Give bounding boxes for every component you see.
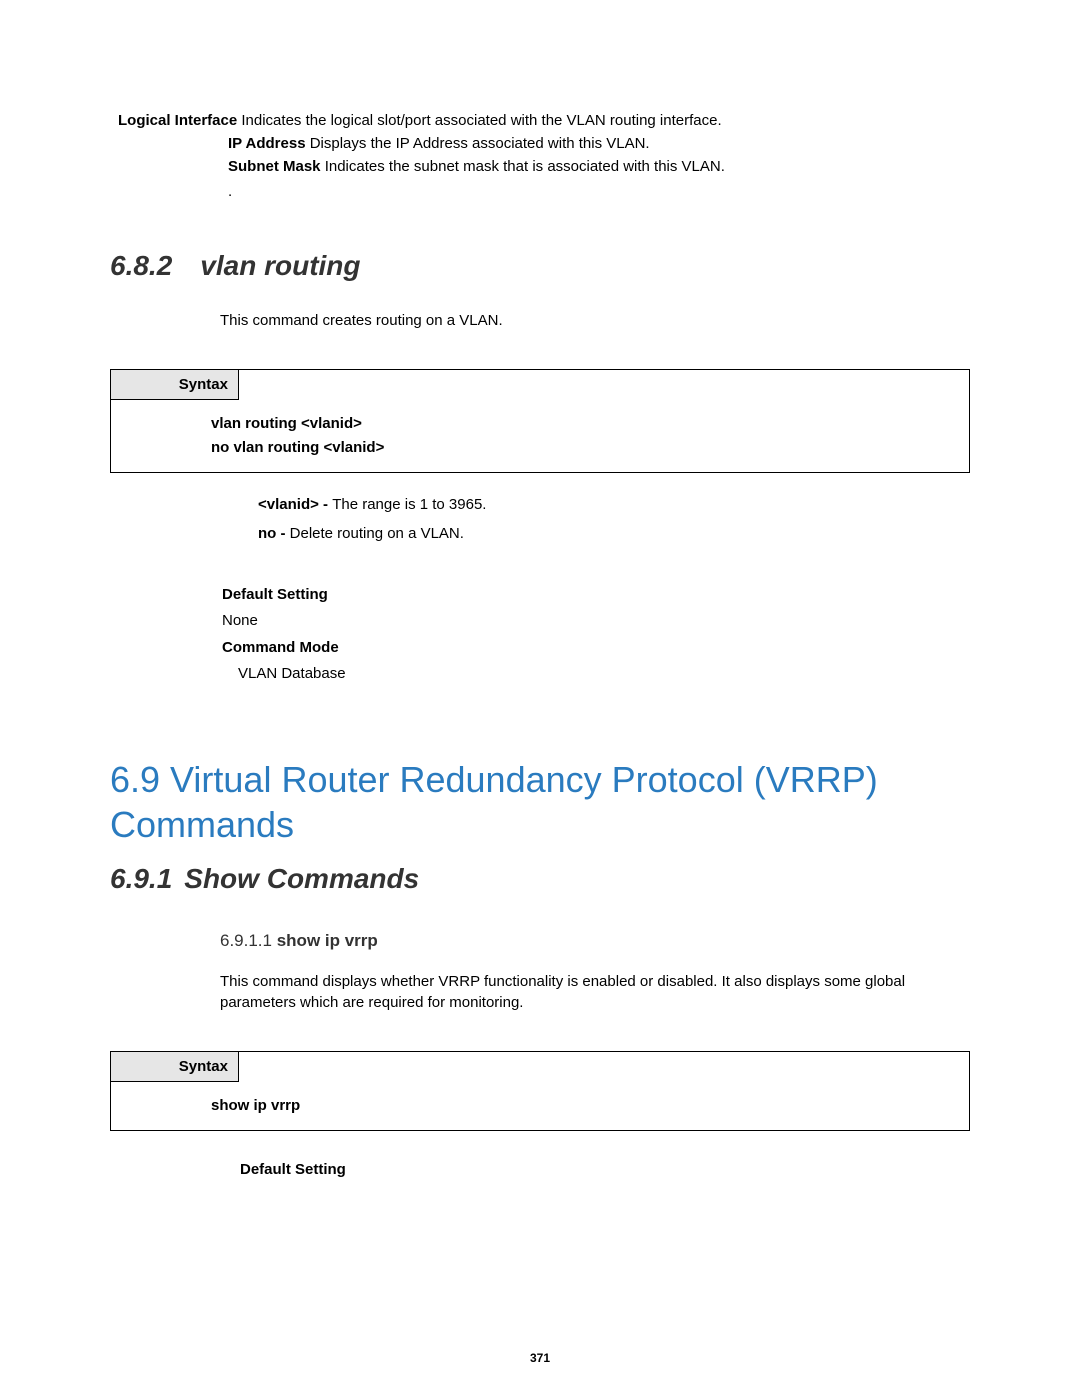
- param-vlanid: <vlanid> - The range is 1 to 3965.: [258, 491, 970, 520]
- default-setting-label: Default Setting: [222, 582, 970, 608]
- heading-6-9: 6.9 Virtual Router Redundancy Protocol (…: [110, 757, 970, 847]
- syntax-head-row: Syntax: [111, 370, 969, 400]
- dot: .: [228, 181, 970, 202]
- default-setting-label: Default Setting: [240, 1161, 970, 1178]
- definition-row: Subnet Mask Indicates the subnet mask th…: [228, 156, 970, 177]
- syntax-box-show-ip-vrrp: Syntax show ip vrrp: [110, 1051, 970, 1131]
- param-desc: Delete routing on a VLAN.: [290, 525, 464, 542]
- definition-row: IP Address Displays the IP Address assoc…: [228, 133, 970, 154]
- command-mode-label: Command Mode: [222, 635, 970, 661]
- syntax-head-row: Syntax: [111, 1052, 969, 1082]
- page-number: 371: [0, 1351, 1080, 1365]
- heading-title: show ip vrrp: [277, 931, 378, 950]
- term-logical-interface: Logical Interface: [118, 112, 237, 129]
- heading-number: 6.9.1.1: [220, 931, 277, 950]
- syntax-line: vlan routing <vlanid>: [211, 412, 959, 436]
- syntax-line: no vlan routing <vlanid>: [211, 436, 959, 460]
- heading-6-9-1-1: 6.9.1.1 show ip vrrp: [220, 931, 970, 951]
- default-setting-value: None: [222, 608, 970, 634]
- term-ip-address: IP Address: [228, 135, 306, 152]
- syntax-body: show ip vrrp: [111, 1082, 969, 1130]
- definition-row: Logical Interface Indicates the logical …: [118, 110, 970, 131]
- command-mode-value: VLAN Database: [238, 661, 970, 687]
- term-subnet-mask: Subnet Mask: [228, 158, 321, 175]
- heading-6-9-1: 6.9.1 Show Commands: [110, 863, 970, 895]
- heading-6-8-2: 6.8.2 vlan routing: [110, 250, 970, 282]
- term-ip-address-desc: Displays the IP Address associated with …: [306, 135, 650, 152]
- heading-number: 6.9.1: [110, 863, 172, 895]
- term-logical-interface-desc: Indicates the logical slot/port associat…: [237, 112, 721, 129]
- syntax-label: Syntax: [111, 1052, 239, 1082]
- heading-title: Show Commands: [184, 863, 419, 895]
- document-page: Logical Interface Indicates the logical …: [0, 0, 1080, 1397]
- syntax-body: vlan routing <vlanid> no vlan routing <v…: [111, 400, 969, 472]
- parameter-notes: <vlanid> - The range is 1 to 3965. no - …: [258, 491, 970, 548]
- param-name: no -: [258, 525, 290, 542]
- section-description: This command creates routing on a VLAN.: [220, 310, 970, 331]
- param-name: <vlanid> -: [258, 496, 332, 513]
- param-no: no - Delete routing on a VLAN.: [258, 520, 970, 549]
- syntax-box-vlan-routing: Syntax vlan routing <vlanid> no vlan rou…: [110, 369, 970, 473]
- heading-number: 6.8.2: [110, 250, 172, 282]
- command-meta: Default Setting None Command Mode VLAN D…: [222, 582, 970, 687]
- definition-list: Logical Interface Indicates the logical …: [118, 110, 970, 202]
- param-desc: The range is 1 to 3965.: [332, 496, 486, 513]
- syntax-label: Syntax: [111, 370, 239, 400]
- section-description: This command displays whether VRRP funct…: [220, 971, 970, 1013]
- term-subnet-mask-desc: Indicates the subnet mask that is associ…: [321, 158, 725, 175]
- syntax-line: show ip vrrp: [211, 1094, 959, 1118]
- heading-title: vlan routing: [200, 250, 360, 282]
